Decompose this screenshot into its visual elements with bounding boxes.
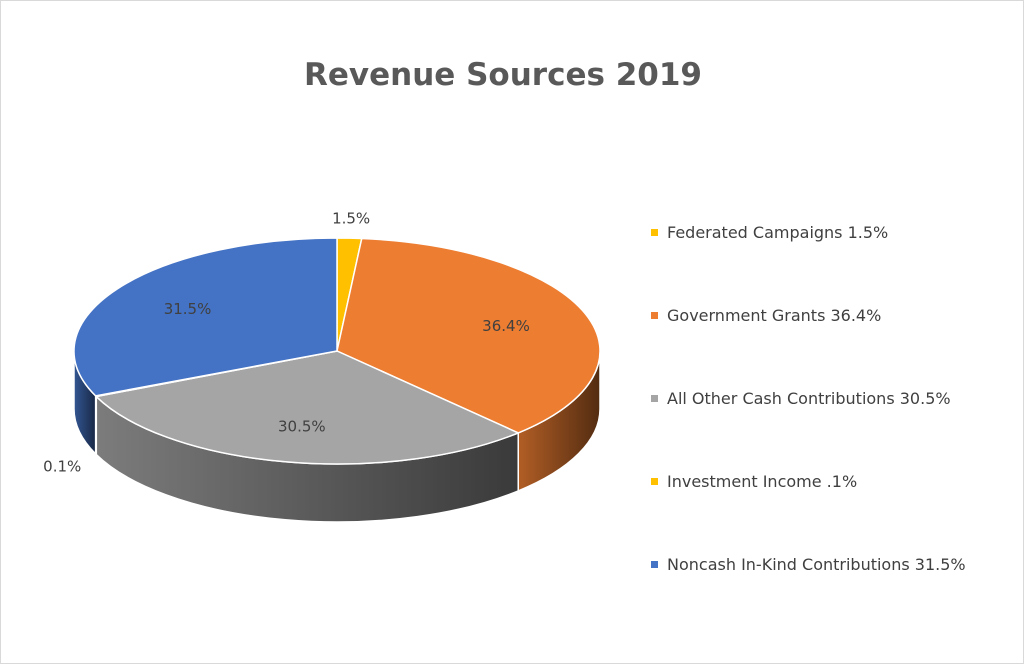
chart-title: Revenue Sources 2019 bbox=[304, 57, 702, 93]
legend-label: Government Grants 36.4% bbox=[667, 306, 882, 325]
data-label-federated-campaigns: 1.5% bbox=[332, 209, 370, 227]
pie-slice-all-other-cash-contributions bbox=[95, 350, 519, 465]
legend-swatch bbox=[651, 312, 658, 319]
pie-slice-government-grants bbox=[336, 237, 601, 434]
legend-swatch bbox=[651, 561, 658, 568]
data-label-government-grants: 36.4% bbox=[482, 317, 530, 335]
legend-swatch bbox=[651, 478, 658, 485]
legend-swatch bbox=[651, 229, 658, 236]
data-label-noncash-in-kind-contributions: 31.5% bbox=[164, 300, 212, 318]
pie-slice-noncash-in-kind-contributions bbox=[73, 237, 338, 397]
legend-label: All Other Cash Contributions 30.5% bbox=[667, 389, 951, 408]
legend-swatch bbox=[651, 395, 658, 402]
data-label-all-other-cash-contributions: 30.5% bbox=[278, 417, 326, 435]
legend-label: Investment Income .1% bbox=[667, 472, 858, 491]
legend-label: Federated Campaigns 1.5% bbox=[667, 223, 889, 242]
data-label-investment-income: 0.1% bbox=[43, 458, 81, 476]
legend-label: Noncash In-Kind Contributions 31.5% bbox=[667, 555, 966, 574]
